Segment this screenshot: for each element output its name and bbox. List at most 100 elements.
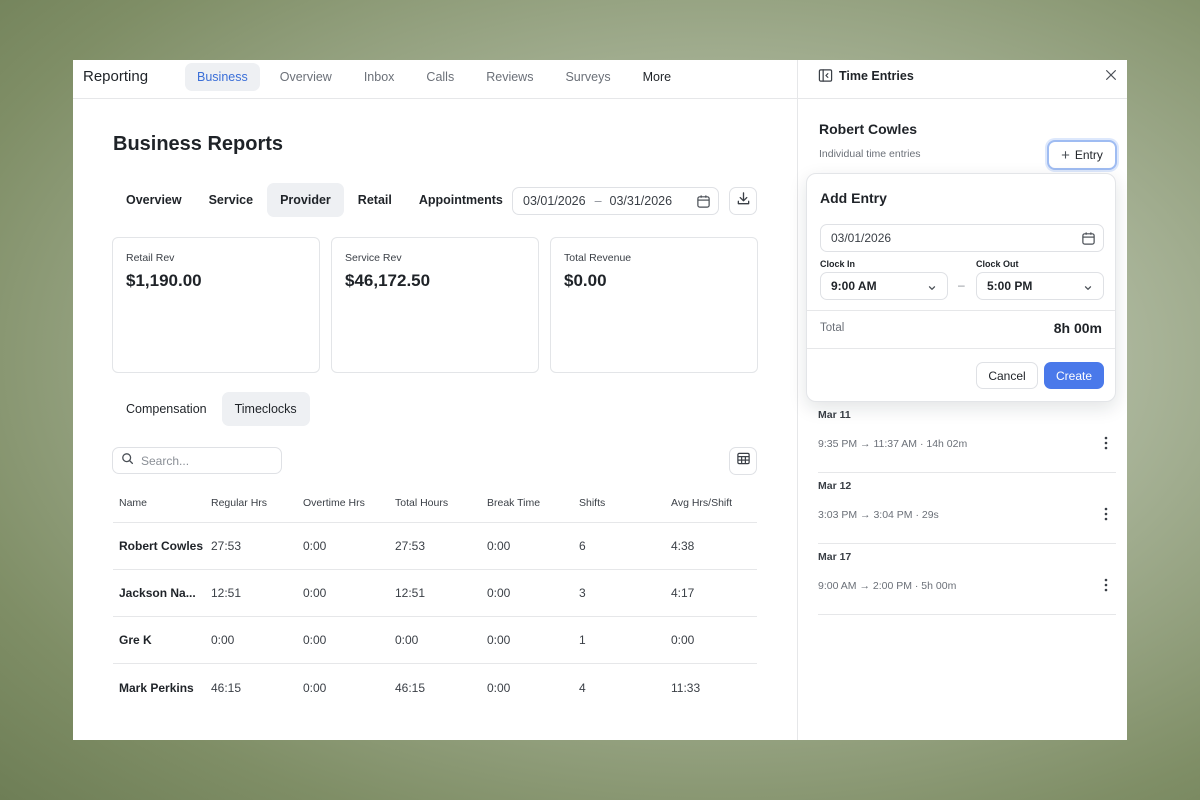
tab-compensation[interactable]: Compensation [126,402,207,416]
clock-out-label: Clock Out [976,259,1019,269]
column-header-shifts[interactable]: Shifts [579,496,606,509]
page-title: Business Reports [113,133,284,155]
cell-break-time: 0:00 [487,633,511,647]
divider [807,310,1115,311]
nav-tab-business[interactable]: Business [185,63,260,91]
collapse-panel-icon[interactable] [818,68,833,88]
app-title: Reporting [83,68,149,85]
clock-out-value: 5:00 PM [987,279,1033,293]
chevron-down-icon [927,282,937,296]
search-box[interactable] [112,447,282,474]
cell-overtime-hrs: 0:00 [303,680,327,695]
entry-detail: 9:00 AM → 2:00 PM · 5h 00m [818,580,957,592]
entry-date-value: 03/01/2026 [831,231,892,245]
clock-in-label: Clock In [820,259,856,269]
service-rev-card: Service Rev $46,172.50 [331,237,539,373]
cell-shifts: 3 [579,586,586,600]
top-nav: Reporting Business Overview Inbox Calls … [73,60,797,99]
search-input[interactable] [141,453,271,468]
nav-tab-overview[interactable]: Overview [279,70,332,84]
app-window: Reporting Business Overview Inbox Calls … [73,60,1127,740]
subtab-overview[interactable]: Overview [126,193,182,207]
column-header-break-time[interactable]: Break Time [487,496,541,509]
nav-tab-surveys[interactable]: Surveys [565,70,611,84]
nav-tab-more[interactable]: More [642,70,672,84]
date-range-start: 03/01/2026 [523,194,586,208]
total-revenue-card: Total Revenue $0.00 [550,237,758,373]
cell-overtime-hrs: 0:00 [303,539,327,553]
card-label: Service Rev [345,252,402,264]
subtab-service[interactable]: Service [208,193,254,207]
column-header-regular-hrs[interactable]: Regular Hrs [211,496,268,509]
clock-out-select[interactable]: 5:00 PM [976,272,1104,300]
cell-overtime-hrs: 0:00 [303,586,327,600]
cell-name: Jackson Na... [119,586,196,600]
nav-tabs: Business Overview Inbox Calls Reviews Su… [185,63,691,91]
nav-tab-reviews[interactable]: Reviews [486,70,534,84]
card-value: $46,172.50 [345,271,431,290]
table-header-row: Name Regular Hrs Overtime Hrs Total Hour… [113,483,757,523]
cancel-button[interactable]: Cancel [976,362,1038,389]
time-range-dash: – [958,278,965,292]
cell-regular-hrs: 27:53 [211,539,242,553]
calendar-icon [696,194,711,212]
create-button[interactable]: Create [1044,362,1104,389]
subtab-provider[interactable]: Provider [267,183,344,217]
add-entry-label: Entry [1074,148,1103,162]
cell-regular-hrs: 46:15 [211,680,242,695]
list-item: Mar 12 3:03 PM → 3:04 PM · 29s [818,473,1116,544]
more-vertical-icon[interactable] [1104,436,1108,455]
date-range-end: 03/31/2026 [609,194,673,208]
table-columns-button[interactable] [729,447,757,475]
column-header-overtime-hrs[interactable]: Overtime Hrs [303,496,365,509]
cell-name: Mark Perkins [119,680,194,695]
download-button[interactable] [729,187,757,215]
cell-break-time: 0:00 [487,539,511,553]
divider [807,348,1115,349]
cell-avg-hrs-shift: 4:38 [671,539,695,553]
card-value: $0.00 [564,271,607,290]
cell-total-hours: 27:53 [395,539,426,553]
person-name: Robert Cowles [819,121,918,137]
card-value: $1,190.00 [126,271,202,290]
chevron-down-icon [1083,282,1093,296]
cell-total-hours: 0:00 [395,633,419,647]
column-header-avg-hrs-shift[interactable]: Avg Hrs/Shift [671,496,733,509]
entry-date-field[interactable]: 03/01/2026 [820,224,1104,252]
cell-regular-hrs: 12:51 [211,586,242,600]
subtab-retail[interactable]: Retail [357,193,392,207]
add-entry-button[interactable]: + Entry [1047,140,1117,170]
close-icon[interactable] [1104,68,1118,87]
more-vertical-icon[interactable] [1104,578,1108,597]
entry-date: Mar 17 [818,551,852,563]
nav-tab-calls[interactable]: Calls [426,70,455,84]
more-vertical-icon[interactable] [1104,507,1108,526]
list-item: Mar 11 9:35 PM → 11:37 AM · 14h 02m [818,402,1116,473]
table-row[interactable]: Robert Cowles 27:53 0:00 27:53 0:00 6 4:… [113,523,757,570]
entry-detail: 9:35 PM → 11:37 AM · 14h 02m [818,438,968,450]
clock-in-select[interactable]: 9:00 AM [820,272,948,300]
list-item: Mar 17 9:00 AM → 2:00 PM · 5h 00m [818,544,1116,615]
column-header-name[interactable]: Name [119,496,148,509]
table-row[interactable]: Mark Perkins 46:15 0:00 46:15 0:00 4 11:… [113,664,757,711]
entry-date: Mar 12 [818,480,852,492]
section-tabs: Compensation Timeclocks [113,392,312,426]
cell-regular-hrs: 0:00 [211,633,235,647]
cell-break-time: 0:00 [487,586,511,600]
subtab-appointments[interactable]: Appointments [418,193,503,207]
cell-overtime-hrs: 0:00 [303,633,327,647]
date-range-picker[interactable]: 03/01/2026 – 03/31/2026 [512,187,719,215]
cell-shifts: 1 [579,633,586,647]
panel-header: Time Entries [798,60,1127,99]
nav-tab-inbox[interactable]: Inbox [363,70,395,84]
table-row[interactable]: Jackson Na... 12:51 0:00 12:51 0:00 3 4:… [113,570,757,617]
cell-avg-hrs-shift: 4:17 [671,586,695,600]
retail-rev-card: Retail Rev $1,190.00 [112,237,320,373]
total-label: Total [820,322,845,334]
tab-timeclocks[interactable]: Timeclocks [221,392,310,426]
column-header-total-hours[interactable]: Total Hours [395,496,449,509]
cell-shifts: 4 [579,680,586,695]
table-row[interactable]: Gre K 0:00 0:00 0:00 0:00 1 0:00 [113,617,757,664]
time-entries-list: Mar 11 9:35 PM → 11:37 AM · 14h 02m Mar … [818,402,1116,615]
entry-detail: 3:03 PM → 3:04 PM · 29s [818,509,939,521]
